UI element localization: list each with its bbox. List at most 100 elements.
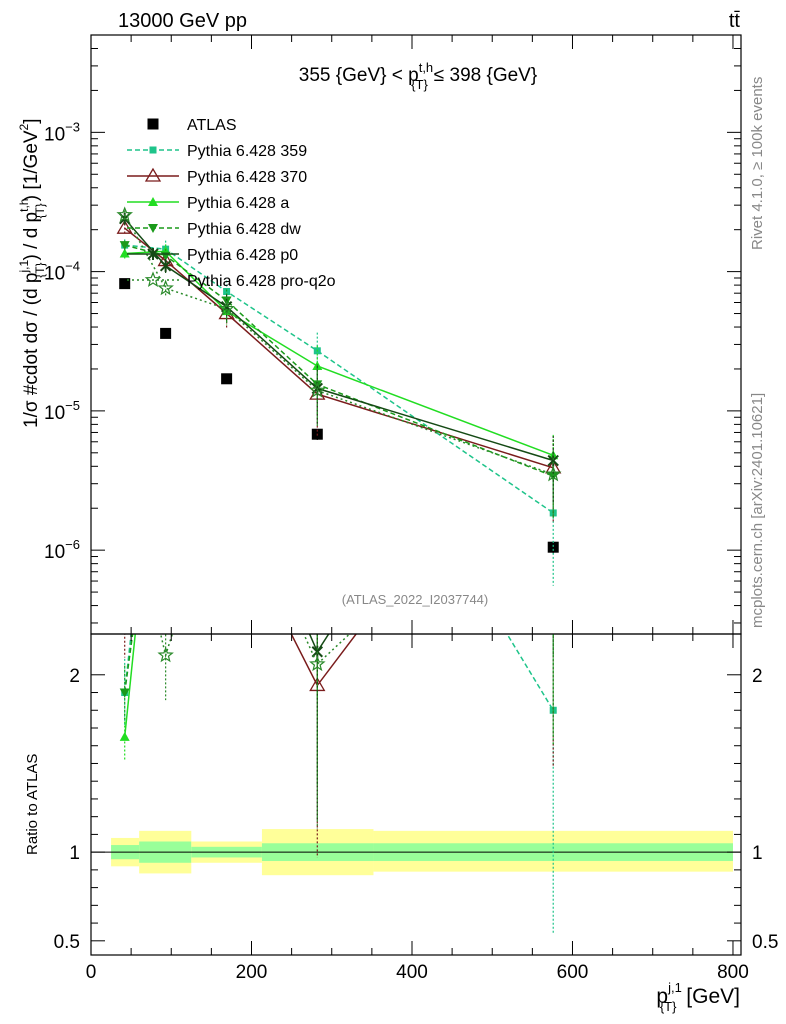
ratio-y-tick-label: 0.5 xyxy=(54,932,80,953)
data-point xyxy=(119,241,130,251)
legend-label: Pythia 6.428 dw xyxy=(187,221,301,238)
x-tick-label: 800 xyxy=(717,962,749,983)
legend-label: Pythia 6.428 a xyxy=(187,195,289,212)
legend-marker xyxy=(144,167,162,182)
legend-marker xyxy=(147,118,159,130)
x-tick-label: 600 xyxy=(557,962,589,983)
ylabel-sub1: {T} xyxy=(33,262,47,277)
ylabel-c: ) [1/GeV xyxy=(21,130,42,201)
ylabel-sup2: t,h xyxy=(17,199,31,212)
ylabel-b: ) / d p xyxy=(21,212,42,261)
data-point xyxy=(221,373,233,385)
ratio-y-tick-label-right: 0.5 xyxy=(752,932,778,953)
y-tick-label: 10−3 xyxy=(44,119,80,145)
data-point xyxy=(116,206,134,223)
legend-entry: Pythia 6.428 370 xyxy=(127,167,307,186)
y-tick-label: 10−4 xyxy=(44,259,80,285)
series-pythia-6-428-dw xyxy=(119,240,559,519)
data-point xyxy=(309,381,326,398)
data-point xyxy=(157,279,174,296)
legend-label: Pythia 6.428 370 xyxy=(187,169,307,186)
y-tick-label: 10−6 xyxy=(44,537,80,563)
energy-label: 13000 GeV pp xyxy=(118,10,247,32)
series-pythia-6-428-370 xyxy=(116,219,562,524)
legend-entry: Pythia 6.428 359 xyxy=(127,143,307,160)
ratio-line xyxy=(159,634,351,666)
y-tick-base: 10 xyxy=(44,542,65,563)
ratio-panel: 0.5 0.5 1 1 2 2 0 200 400 600 800 Ratio to ATLAS p… xyxy=(24,633,778,1014)
ylabel-sup1: j,1 xyxy=(17,260,31,274)
legend-marker xyxy=(148,224,158,233)
legend-label: Pythia 6.428 359 xyxy=(187,143,307,160)
process-label: tt̄ xyxy=(729,10,741,32)
ratio-uncertainty-bands xyxy=(91,829,741,876)
legend-marker xyxy=(147,248,159,260)
ratio-y-tick-label: 2 xyxy=(69,666,80,687)
main-panel: 10−610−510−410−3 355 {GeV} < pt,h {T} ≤ 39… xyxy=(17,34,742,635)
ratio-series xyxy=(157,634,554,829)
x-tick-label: 0 xyxy=(86,962,97,983)
title-sup: t,h xyxy=(419,60,433,75)
legend: ATLAS Pythia 6.428 359 Pythia 6.428 370 Pyt… xyxy=(127,117,336,290)
y-axis-label: 1/σ #cdot dσ / (d pj,1 {T}) / d pt,h {T}) … xyxy=(17,118,47,428)
mcplots-label: mcplots.cern.ch [arXiv:2401.10621] xyxy=(749,393,766,628)
legend-label: Pythia 6.428 pro-q2o xyxy=(187,273,336,290)
ratio-series xyxy=(119,634,554,785)
legend-entry: Pythia 6.428 p0 xyxy=(127,247,298,264)
ratio-line xyxy=(290,634,358,687)
ratio-y-tick-label-right: 1 xyxy=(752,843,763,864)
data-point xyxy=(218,300,235,316)
y-tick-exp: −5 xyxy=(65,398,80,413)
ylabel-a: 1/σ #cdot dσ / (d p xyxy=(21,273,42,428)
ratio-line xyxy=(123,634,134,693)
ratio-axes: 0.5 0.5 1 1 2 2 0 200 400 600 800 xyxy=(54,634,778,983)
y-tick-base: 10 xyxy=(44,264,65,285)
legend-entry: ATLAS xyxy=(147,117,237,134)
ratio-point xyxy=(119,688,130,698)
data-point xyxy=(119,278,131,290)
title-sub: {T} xyxy=(411,77,428,92)
ratio-point xyxy=(119,731,130,741)
main-axes: 10−610−510−410−3 xyxy=(44,34,741,634)
y-tick-exp: −6 xyxy=(65,537,80,552)
y-tick-exp: −4 xyxy=(65,259,80,274)
ratio-line xyxy=(308,634,330,654)
title-post: ≤ 398 {GeV} xyxy=(434,65,537,86)
series-line xyxy=(124,214,554,476)
series-pythia-6-428-359 xyxy=(121,239,557,586)
xlabel-a: p xyxy=(656,985,668,1008)
legend-entry: Pythia 6.428 dw xyxy=(127,221,301,238)
series-line xyxy=(124,227,554,469)
rivet-version-label: Rivet 4.1.0, ≥ 100k events xyxy=(749,77,766,250)
xlabel-b: [GeV] xyxy=(680,985,740,1008)
data-point xyxy=(547,541,559,553)
ylabel-sub2: {T} xyxy=(33,203,47,218)
legend-entry: Pythia 6.428 a xyxy=(127,195,289,212)
ratio-line xyxy=(123,634,136,737)
x-axis-label: pj,1 {T} [GeV] xyxy=(656,980,740,1014)
data-point xyxy=(119,248,130,258)
ratio-point xyxy=(309,655,326,672)
legend-entry: Pythia 6.428 pro-q2o xyxy=(127,271,336,290)
y-tick-base: 10 xyxy=(44,124,65,145)
xlabel-sup: j,1 xyxy=(667,980,682,995)
ratio-point xyxy=(157,646,174,663)
title-pre: 355 {GeV} < p xyxy=(299,65,419,86)
y-tick-exp: −3 xyxy=(65,119,80,134)
y-tick-base: 10 xyxy=(44,403,65,424)
data-point xyxy=(159,259,172,272)
ratio-y-tick-label-right: 2 xyxy=(752,666,763,687)
legend-marker xyxy=(144,271,162,288)
y-tick-label: 10−5 xyxy=(44,398,80,424)
legend-marker xyxy=(148,197,158,206)
series-pythia-6-428-pro-q2o xyxy=(116,206,562,517)
analysis-watermark: (ATLAS_2022_I2037744) xyxy=(342,592,488,607)
ratio-y-tick-label: 1 xyxy=(69,843,80,864)
x-tick-label: 200 xyxy=(236,962,268,983)
legend-label: ATLAS xyxy=(187,117,237,134)
ratio-y-label: Ratio to ATLAS xyxy=(24,754,41,855)
chart-title: 355 {GeV} < pt,h {T} ≤ 398 {GeV} xyxy=(299,60,537,92)
ratio-line xyxy=(123,634,554,711)
x-tick-label: 400 xyxy=(396,962,428,983)
